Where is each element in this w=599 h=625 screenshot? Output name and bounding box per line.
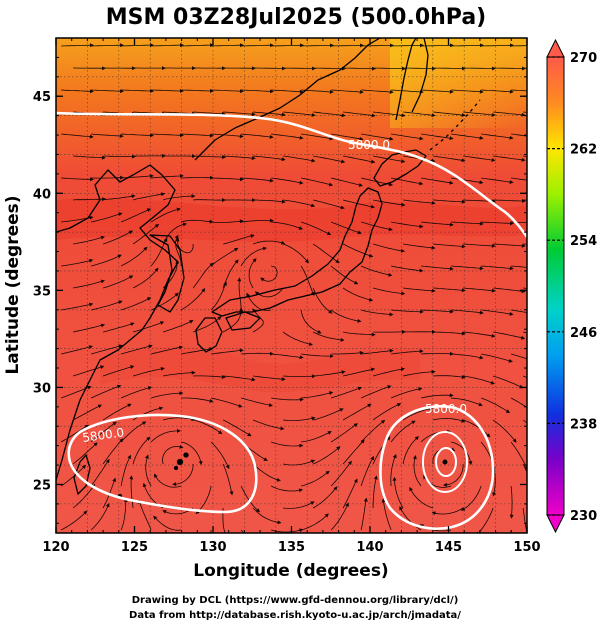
x-tick-label: 140 xyxy=(356,540,383,555)
chart-title: MSM 03Z28Jul2025 (500.0hPa) xyxy=(106,5,487,30)
colorbar-top-triangle xyxy=(546,38,565,58)
contour-southwest xyxy=(67,413,258,514)
credit-data: Data from http://database.rish.kyoto-u.a… xyxy=(129,610,461,621)
y-axis-label: Latitude (degrees) xyxy=(3,195,23,374)
contour-north xyxy=(56,111,527,238)
y-tick-label: 35 xyxy=(33,284,51,299)
height-contours xyxy=(56,111,527,530)
colorbar-tick-label: 270 xyxy=(570,51,597,66)
x-tick-label: 135 xyxy=(278,540,305,555)
plot-area: 5800.0 5800.0 5800.0 xyxy=(55,37,528,534)
colorbar-tick-label: 262 xyxy=(570,143,597,158)
colorbar-tick-label: 254 xyxy=(570,234,597,249)
x-tick-label: 120 xyxy=(42,540,69,555)
x-tick-label: 145 xyxy=(435,540,462,555)
colorbar-gradient xyxy=(546,56,565,516)
colorbar-bottom-triangle xyxy=(546,514,565,534)
y-tick-label: 30 xyxy=(33,381,51,396)
streamlines xyxy=(60,43,527,533)
y-tick-label: 45 xyxy=(33,90,51,105)
coastlines xyxy=(56,38,481,499)
contour-label-north: 5800.0 xyxy=(348,138,390,152)
credit-drawing: Drawing by DCL (https://www.gfd-dennou.o… xyxy=(132,595,459,606)
colorbar-tick-label: 246 xyxy=(570,326,597,341)
x-tick-label: 130 xyxy=(199,540,226,555)
contour-label-southeast: 5800.0 xyxy=(425,402,467,416)
contour-southeast xyxy=(379,405,495,530)
x-tick-label: 150 xyxy=(513,540,540,555)
colorbar-tick-label: 230 xyxy=(570,509,597,524)
grid xyxy=(56,38,527,533)
x-tick-label: 125 xyxy=(121,540,148,555)
y-tick-label: 40 xyxy=(33,187,51,202)
y-tick-label: 25 xyxy=(33,478,51,493)
colorbar-tick-label: 238 xyxy=(570,417,597,432)
colorbar: 270 262 254 246 238 230 xyxy=(546,38,597,534)
x-axis-label: Longitude (degrees) xyxy=(193,561,388,581)
y-axis: 25 30 35 40 45 xyxy=(33,56,527,524)
x-axis: 120 125 130 135 140 145 150 xyxy=(42,38,541,555)
contour-label-southwest: 5800.0 xyxy=(81,425,125,445)
